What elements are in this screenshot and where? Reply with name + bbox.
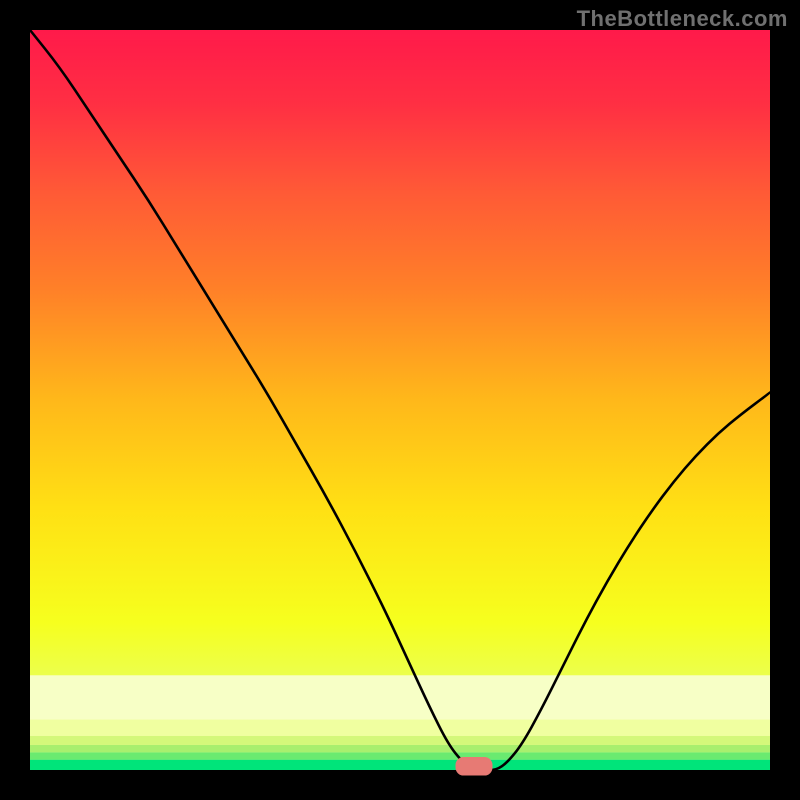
bottom-band-4 — [30, 720, 770, 736]
bottom-band-5 — [30, 675, 770, 719]
bottom-band-0 — [30, 760, 770, 770]
bottleneck-marker — [456, 757, 493, 776]
watermark-text: TheBottleneck.com — [577, 6, 788, 32]
bottom-band-3 — [30, 736, 770, 745]
gradient-background — [30, 30, 770, 770]
bottleneck-chart — [0, 0, 800, 800]
chart-container: TheBottleneck.com — [0, 0, 800, 800]
bottom-band-2 — [30, 745, 770, 752]
bottom-band-1 — [30, 752, 770, 759]
